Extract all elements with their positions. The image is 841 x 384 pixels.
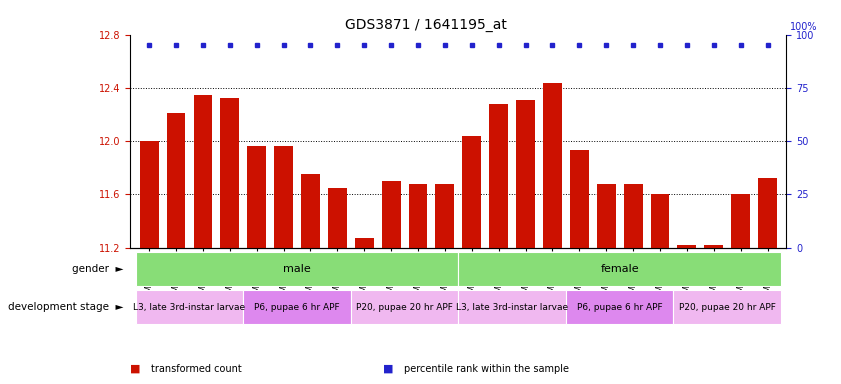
Text: male: male [283, 264, 311, 274]
Bar [274, 146, 293, 248]
Text: 100%: 100% [790, 22, 817, 32]
Bar [247, 146, 266, 248]
Text: gender  ►: gender ► [72, 264, 124, 274]
Bar [436, 184, 454, 248]
Bar [140, 141, 159, 248]
Text: ■: ■ [383, 364, 393, 374]
Bar [597, 184, 616, 248]
Bar [570, 151, 589, 248]
Bar [651, 194, 669, 248]
Text: ■: ■ [130, 364, 140, 374]
Bar [167, 113, 186, 248]
Bar [409, 184, 427, 248]
Bar [382, 181, 400, 248]
Bar [758, 179, 777, 248]
Bar [328, 188, 346, 248]
Bar [516, 100, 535, 248]
Bar [193, 94, 212, 248]
Bar [243, 290, 351, 324]
Bar [458, 252, 781, 286]
Bar [678, 245, 696, 248]
Bar [355, 238, 373, 248]
Bar [566, 290, 674, 324]
Text: L3, late 3rd-instar larvae: L3, late 3rd-instar larvae [456, 303, 569, 312]
Text: P20, pupae 20 hr APF: P20, pupae 20 hr APF [356, 303, 453, 312]
Bar [463, 136, 481, 248]
Text: P20, pupae 20 hr APF: P20, pupae 20 hr APF [679, 303, 775, 312]
Title: GDS3871 / 1641195_at: GDS3871 / 1641195_at [345, 18, 506, 32]
Text: transformed count: transformed count [151, 364, 242, 374]
Text: P6, pupae 6 hr APF: P6, pupae 6 hr APF [577, 303, 663, 312]
Bar [220, 99, 239, 248]
Text: P6, pupae 6 hr APF: P6, pupae 6 hr APF [254, 303, 340, 312]
Bar [489, 104, 508, 248]
Bar [135, 290, 243, 324]
Bar [624, 184, 643, 248]
Text: L3, late 3rd-instar larvae: L3, late 3rd-instar larvae [134, 303, 246, 312]
Bar [543, 83, 562, 248]
Bar [351, 290, 458, 324]
Bar [135, 252, 458, 286]
Bar [301, 174, 320, 248]
Bar [731, 194, 750, 248]
Bar [458, 290, 566, 324]
Text: percentile rank within the sample: percentile rank within the sample [404, 364, 569, 374]
Text: development stage  ►: development stage ► [8, 302, 124, 312]
Text: female: female [600, 264, 639, 274]
Bar [674, 290, 781, 324]
Bar [704, 245, 723, 248]
